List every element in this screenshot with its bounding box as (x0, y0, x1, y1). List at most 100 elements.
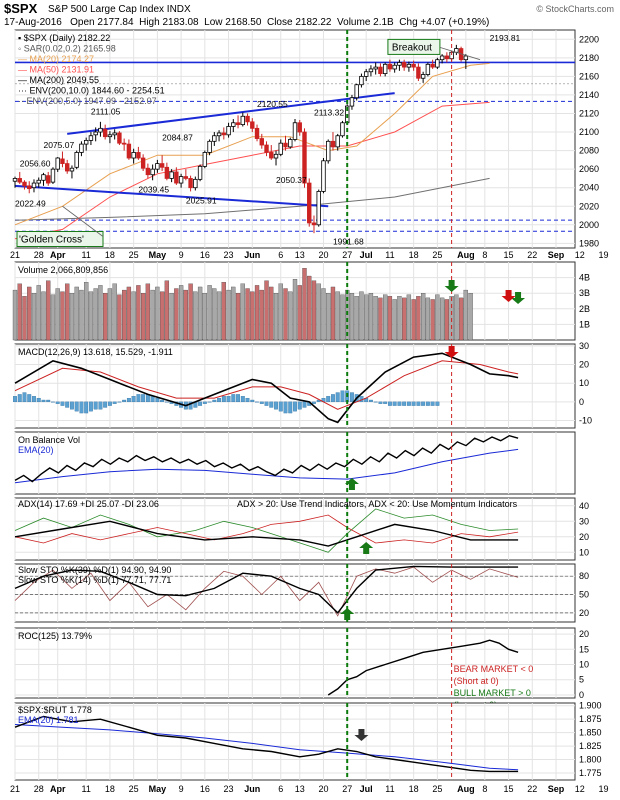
ratio-ytick-label: 1.850 (579, 728, 602, 738)
candle-body (363, 71, 369, 77)
macd-histogram-bar (202, 401, 207, 404)
macd-histogram-bar (88, 401, 93, 412)
volume-bar (31, 293, 37, 341)
price-ytick-label: 2100 (579, 127, 599, 137)
volume-bar (411, 299, 416, 341)
price-label: 2039.45 (138, 184, 169, 194)
volume-bar (183, 289, 188, 341)
candle-body (321, 160, 326, 192)
candle-body (250, 121, 255, 129)
stochastics-green-arrow (340, 608, 355, 620)
candle-body (55, 157, 60, 170)
stochastics-ytick-label: 20 (579, 608, 589, 618)
price-label: 2193.81 (490, 33, 521, 43)
volume-bar (126, 286, 132, 341)
volume-bar (207, 285, 212, 341)
candle-body (126, 143, 132, 159)
ratio-ytick-label: 1.875 (579, 714, 602, 724)
stochastics-title-a: Slow STO %K(39) %D(1) 94.90, 94.90 (18, 565, 171, 575)
price-ytick-label: 2060 (579, 164, 599, 174)
volume-bar (79, 289, 84, 341)
ratio-ema-label: EMA(20) 1.781 (18, 715, 79, 725)
volume-bar (435, 294, 440, 341)
macd-ytick-label: 30 (579, 341, 589, 351)
candle-body (240, 115, 245, 126)
candle-body (174, 171, 179, 184)
volume-bar (250, 291, 255, 341)
price-legend-entry: ▪ $SPX (Daily) 2182.22 (18, 33, 110, 43)
bottom-x-tick-label: 28 (34, 784, 44, 794)
price-legend-entry: ◦ SAR(0.02,0.2) 2165.98 (18, 44, 116, 54)
bottom-x-tick-label: 11 (82, 784, 91, 794)
macd-histogram-bar (378, 401, 383, 404)
header-info: 17-Aug-2016 Open 2177.84 High 2183.08 Lo… (4, 17, 490, 28)
golden-cross-box (16, 231, 104, 248)
volume-bar (254, 285, 260, 341)
volume-bar (46, 280, 51, 341)
candle-body (193, 178, 198, 189)
roc-note: BEAR MARKET < 0 (454, 664, 534, 674)
macd-histogram-bar (288, 401, 293, 414)
candle-body (430, 63, 435, 68)
ratio-dark-arrow (354, 729, 369, 741)
volume-bar (292, 279, 298, 341)
volume-bar (273, 293, 279, 341)
stochastics-ytick-label: 50 (579, 590, 589, 600)
price-x-tick-label: 13 (295, 250, 305, 260)
price-x-tick-label: 16 (200, 250, 210, 260)
macd-histogram-bar (430, 401, 435, 406)
candle-body (406, 63, 412, 68)
candle-body (288, 139, 293, 148)
macd-histogram-bar (79, 401, 84, 414)
candle-body (121, 142, 127, 145)
volume-bar (373, 296, 378, 341)
volume-bar (36, 285, 41, 341)
candle-body (326, 140, 331, 162)
price-legend-entry: ·· ENV(200,5.0) 1947.09 - 2152.07 (18, 96, 157, 106)
bottom-x-tick-label: Aug (457, 784, 475, 794)
volume-bar (178, 285, 184, 341)
adx-ytick-label: 40 (579, 501, 589, 511)
price-x-tick-label: 8 (482, 250, 487, 260)
volume-bar (117, 294, 122, 341)
adx-line (14, 520, 519, 547)
macd-histogram-bar (383, 401, 388, 404)
candle-body (231, 122, 236, 127)
candle-body (93, 131, 98, 136)
bottom-x-tick-label: 22 (527, 784, 537, 794)
macd-histogram-bar (136, 394, 141, 403)
macd-line (14, 352, 519, 424)
volume-bar (340, 294, 345, 341)
golden-cross-pointer (62, 205, 104, 237)
candle-body (349, 97, 355, 107)
bottom-x-tick-label: 23 (224, 784, 234, 794)
price-x-tick-label: 9 (179, 250, 184, 260)
candle-body (316, 191, 321, 226)
candle-body (264, 144, 269, 153)
volume-bar (383, 294, 388, 341)
candle-body (145, 167, 151, 176)
candle-body (273, 153, 279, 159)
macd-histogram-bar (283, 401, 288, 414)
candle-body (368, 68, 374, 73)
candle-body (444, 55, 450, 60)
volume-bar (226, 289, 231, 341)
volume-ytick-label: 2B (579, 304, 590, 314)
bottom-x-tick-label: 12 (575, 784, 585, 794)
candle-body (439, 55, 445, 61)
candle-body (207, 140, 212, 153)
volume-bar (145, 283, 151, 341)
macd-histogram-bar (368, 399, 373, 403)
macd-panel-frame (14, 343, 576, 429)
macd-histogram-bar (65, 401, 70, 408)
macd-histogram-bar (302, 401, 307, 408)
candle-body (60, 158, 65, 164)
price-x-tick-label: 15 (504, 250, 514, 260)
volume-bar (60, 291, 65, 341)
candle-body (46, 175, 51, 184)
candle-body (83, 139, 89, 145)
candle-body (221, 132, 227, 136)
adx-title: ADX(14) 17.69 +DI 25.07 -DI 23.06 (18, 499, 159, 509)
price-legend-entry: — MA(200) 2049.55 (18, 75, 99, 85)
macd-histogram-bar (126, 397, 131, 403)
